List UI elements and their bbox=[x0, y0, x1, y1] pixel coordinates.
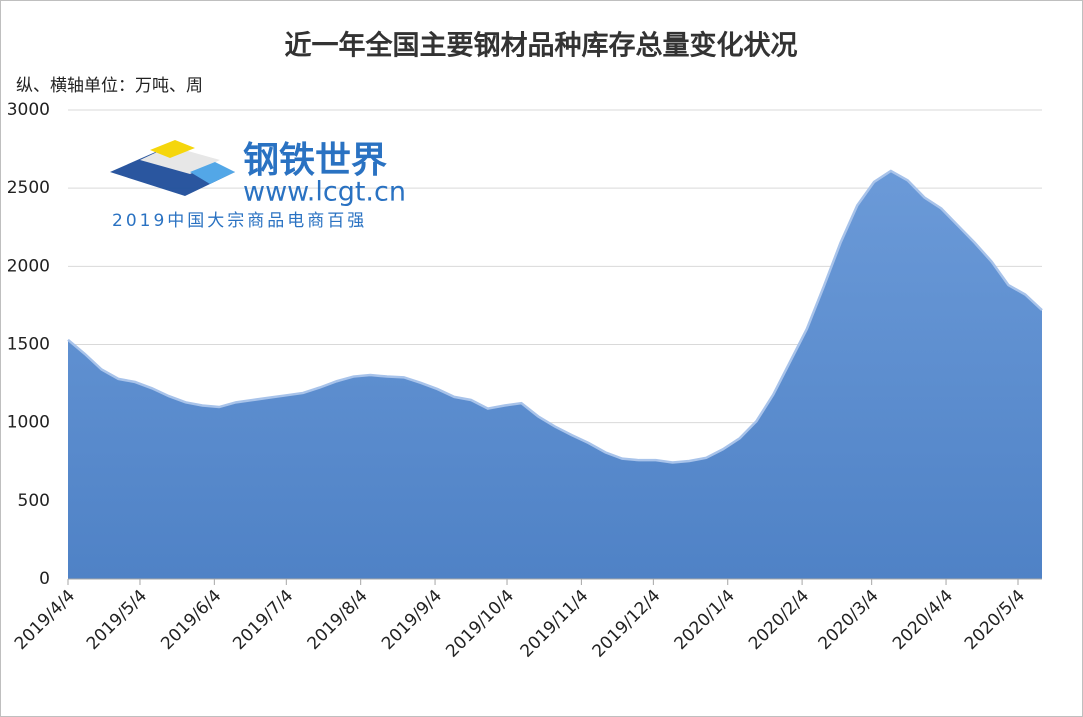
logo-url: www.lcgt.cn bbox=[243, 177, 406, 208]
y-tick-label: 0 bbox=[39, 569, 50, 589]
logo-shape bbox=[150, 140, 195, 158]
axis-unit-note: 纵、横轴单位：万吨、周 bbox=[16, 76, 203, 96]
y-tick-label: 3000 bbox=[7, 100, 50, 120]
y-tick-label: 2000 bbox=[7, 256, 50, 276]
y-tick-label: 1500 bbox=[7, 335, 50, 355]
logo-shape bbox=[110, 150, 235, 196]
logo-subtitle: 2019中国大宗商品电商百强 bbox=[112, 211, 367, 231]
chart-title: 近一年全国主要钢材品种库存总量变化状况 bbox=[285, 30, 798, 62]
watermark: 钢铁世界 www.lcgt.cn 2019中国大宗商品电商百强 bbox=[110, 140, 406, 231]
logo-title: 钢铁世界 bbox=[243, 140, 387, 181]
area-edge bbox=[67, 169, 1043, 464]
y-tick-label: 500 bbox=[18, 491, 50, 511]
y-tick-label: 1000 bbox=[7, 413, 50, 433]
y-tick-label: 2500 bbox=[7, 178, 50, 198]
logo-shape bbox=[190, 162, 235, 184]
area bbox=[68, 170, 1042, 579]
